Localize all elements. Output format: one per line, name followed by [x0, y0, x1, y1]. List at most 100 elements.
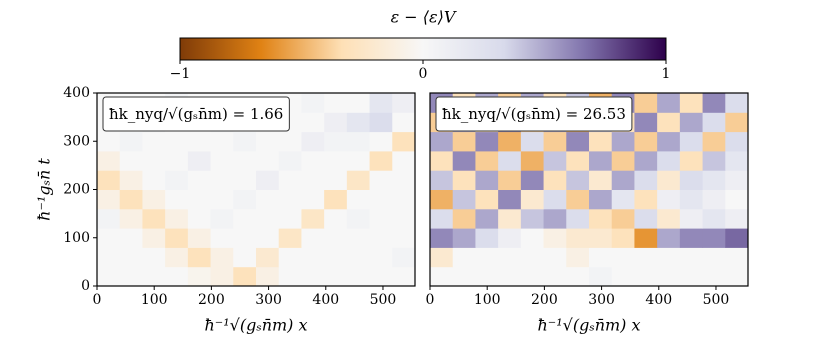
heatmap-cell [611, 266, 635, 287]
heatmap-cell [498, 247, 522, 268]
heatmap-cell [475, 266, 499, 287]
heatmap-cell [256, 266, 280, 287]
heatmap-cell [725, 266, 749, 287]
heatmap-cell [392, 266, 416, 287]
heatmap-cell [611, 150, 635, 171]
heatmap-cell [452, 170, 476, 190]
heatmap-cell [679, 150, 704, 171]
heatmap-cell [369, 266, 393, 287]
heatmap-cell [369, 112, 393, 133]
heatmap-cell [589, 170, 613, 190]
heatmap-cell [346, 247, 371, 268]
heatmap-cell [324, 112, 348, 133]
heatmap-cell [520, 150, 545, 171]
heatmap-cell [452, 266, 476, 287]
heatmap-cell [634, 266, 658, 287]
heatmap-cell [210, 266, 234, 287]
heatmap-cell [346, 189, 371, 210]
heatmap-cell [520, 228, 545, 248]
heatmap-cell [702, 150, 726, 171]
heatmap-cell [97, 266, 121, 287]
heatmap-cell [165, 189, 189, 210]
heatmap-cell [301, 112, 325, 133]
y-tick-label: 300 [63, 133, 90, 149]
heatmap-cell [119, 266, 143, 287]
heatmap-cell [566, 150, 590, 171]
heatmap-cell [256, 208, 280, 229]
heatmap-cell [589, 189, 613, 210]
heatmap-cell [452, 228, 476, 248]
heatmap-cell [256, 228, 280, 248]
heatmap-cell [369, 189, 393, 210]
heatmap-cell [369, 150, 393, 171]
heatmap-cell [589, 131, 613, 152]
heatmap-cell [520, 170, 545, 190]
plot-frame [429, 92, 749, 287]
heatmap-cell [725, 93, 749, 113]
heatmap-cell [566, 247, 590, 268]
heatmap-cell [187, 266, 212, 287]
y-tick-label: 100 [63, 230, 90, 246]
heatmap-cell [142, 266, 166, 287]
annotation: ħk_nyq/√(gₛn̄m) = 26.53 [442, 105, 626, 123]
heatmap-cell [725, 170, 749, 190]
heatmap-cell [657, 131, 681, 152]
heatmap-cell [324, 247, 348, 268]
heatmap-cell [256, 131, 280, 152]
y-tick-label: 400 [63, 85, 90, 101]
heatmap-cell [725, 112, 749, 133]
heatmap-cell [278, 228, 302, 248]
heatmap-cell [369, 247, 393, 268]
heatmap-cell [543, 247, 567, 268]
heatmap-cell [324, 208, 348, 229]
heatmap-cell [634, 93, 658, 113]
heatmap-cell [702, 93, 726, 113]
heatmap-cell [346, 150, 371, 171]
heatmap-cell [520, 208, 545, 229]
x-tick-label: 300 [588, 292, 615, 308]
heatmap-cell [142, 208, 166, 229]
heatmap-cell [324, 150, 348, 171]
heatmap-cell [566, 189, 590, 210]
heatmap-cell [679, 228, 704, 248]
heatmap-cell [165, 266, 189, 287]
heatmap-cell [278, 247, 302, 268]
heatmap-cell [452, 131, 476, 152]
heatmap-cell [392, 150, 416, 171]
x-tick-label: 0 [426, 292, 435, 308]
heatmap-cell [634, 228, 658, 248]
heatmap-cell [452, 150, 476, 171]
heatmap-cell [278, 189, 302, 210]
heatmap-cell [278, 150, 302, 171]
colorbar-tick-label: −1 [170, 66, 191, 82]
heatmap-cell [520, 131, 545, 152]
heatmap-cell [165, 170, 189, 190]
annotation: ħk_nyq/√(gₛn̄m) = 1.66 [109, 105, 283, 123]
colorbar [179, 37, 667, 61]
heatmap-cell [679, 208, 704, 229]
heatmap-cell [324, 189, 348, 210]
heatmap-cell [543, 208, 567, 229]
heatmap-cell [679, 131, 704, 152]
heatmap-cell [119, 208, 143, 229]
heatmap-cell [520, 247, 545, 268]
heatmap-cell [233, 266, 257, 287]
colorbar-label: ε − ⟨ε⟩V [391, 8, 457, 27]
heatmap-cell [324, 131, 348, 152]
heatmap-cell [324, 266, 348, 287]
heatmap-cell [634, 170, 658, 190]
heatmap-cell [165, 131, 189, 152]
heatmap-cell [702, 247, 726, 268]
heatmap-cell [119, 131, 143, 152]
heatmap-cell [566, 266, 590, 287]
heatmap-cell [324, 93, 348, 113]
heatmap-cell [119, 189, 143, 210]
x-tick-label: 200 [531, 292, 558, 308]
heatmap-cell [498, 150, 522, 171]
heatmap-cell [634, 208, 658, 229]
heatmap-cell [256, 150, 280, 171]
heatmap-cell [657, 150, 681, 171]
heatmap-cell [679, 112, 704, 133]
x-tick-label: 300 [255, 292, 282, 308]
heatmap-cell [165, 150, 189, 171]
